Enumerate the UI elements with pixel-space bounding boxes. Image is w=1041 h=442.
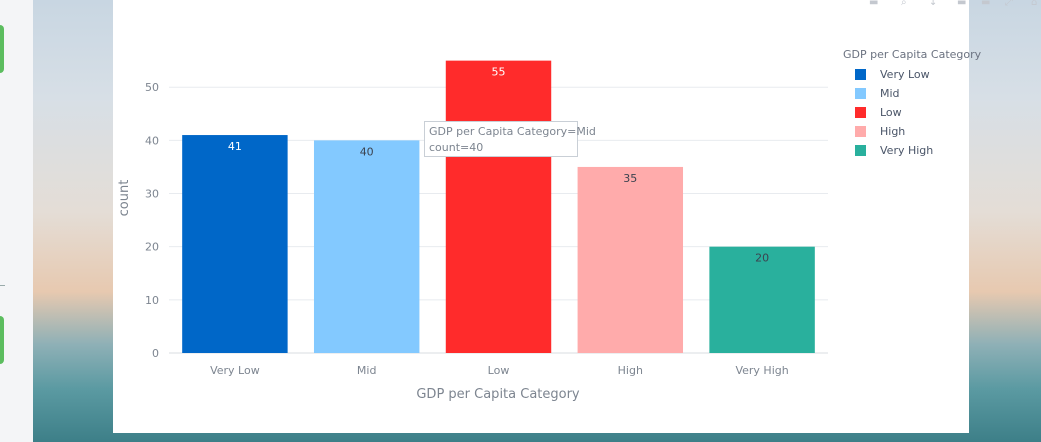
data-label: 55 — [492, 66, 506, 79]
legend[interactable]: GDP per Capita Category Very Low Mid Low Hi… — [843, 48, 981, 160]
legend-title: GDP per Capita Category — [843, 48, 982, 61]
legend-item[interactable]: High — [843, 122, 981, 141]
sidebar-active-marker — [0, 316, 4, 364]
reset-axes-icon[interactable]: ⌂ — [1031, 0, 1038, 8]
data-label: 41 — [228, 140, 242, 153]
legend-label: High — [880, 125, 906, 138]
chart-toolbar[interactable]: ▬ ⌕ ↕ ▬ ▬ ⤢ ⌂ ⛶ — [863, 0, 1041, 10]
data-label: 40 — [360, 145, 374, 158]
autoscale-icon[interactable]: ⤢ — [1005, 0, 1013, 8]
x-tick-label: Mid — [357, 364, 377, 377]
camera-icon[interactable]: ▬ — [869, 0, 879, 8]
x-tick-label: Very High — [735, 364, 788, 377]
legend-swatch — [855, 126, 866, 137]
legend-swatch — [855, 145, 866, 156]
y-tick-label: 0 — [152, 347, 159, 360]
data-label: 35 — [623, 172, 637, 185]
legend-label: Mid — [880, 87, 900, 100]
data-label: 20 — [755, 252, 769, 265]
legend-item[interactable]: Low — [843, 103, 981, 122]
sidebar-active-marker — [0, 25, 4, 73]
y-tick-labels: 0 10 20 30 40 50 — [145, 81, 159, 360]
bar[interactable] — [313, 140, 420, 353]
bar[interactable] — [445, 60, 552, 353]
data-labels: 41 40 55 35 20 — [228, 66, 769, 265]
sidebar-divider — [0, 285, 5, 286]
y-tick-label: 10 — [145, 294, 159, 307]
bar[interactable] — [182, 135, 288, 353]
sidebar-edge — [0, 0, 33, 442]
y-tick-label: 40 — [145, 134, 159, 147]
tooltip-category: GDP per Capita Category=Mid — [429, 125, 596, 138]
legend-item[interactable]: Mid — [843, 84, 981, 103]
y-axis-title: count — [117, 180, 132, 217]
zoom-out-icon[interactable]: ▬ — [981, 0, 991, 8]
y-tick-label: 50 — [145, 81, 159, 94]
zoom-icon[interactable]: ⌕ — [901, 0, 907, 8]
bar[interactable] — [577, 166, 684, 353]
legend-label: Very High — [880, 144, 934, 157]
pan-icon[interactable]: ↕ — [929, 0, 938, 8]
x-axis-title: GDP per Capita Category — [416, 387, 580, 402]
x-tick-label: Low — [488, 364, 510, 377]
bar[interactable] — [709, 246, 815, 353]
legend-label: Very Low — [880, 68, 930, 81]
x-tick-label: Very Low — [210, 364, 260, 377]
tooltip-count: count=40 — [429, 141, 484, 154]
x-tick-labels: Very Low Mid Low High Very High — [210, 364, 789, 377]
legend-item[interactable]: Very High — [843, 141, 981, 160]
legend-item[interactable]: Very Low — [843, 65, 981, 84]
hover-tooltip: GDP per Capita Category=Mid count=40 — [424, 121, 596, 157]
legend-label: Low — [880, 106, 902, 119]
y-tick-label: 30 — [145, 188, 159, 201]
x-tick-label: High — [618, 364, 643, 377]
zoom-in-icon[interactable]: ▬ — [957, 0, 967, 8]
y-tick-label: 20 — [145, 241, 159, 254]
bars — [182, 60, 815, 353]
legend-swatch — [855, 107, 866, 118]
legend-swatch — [855, 69, 866, 80]
legend-swatch — [855, 88, 866, 99]
